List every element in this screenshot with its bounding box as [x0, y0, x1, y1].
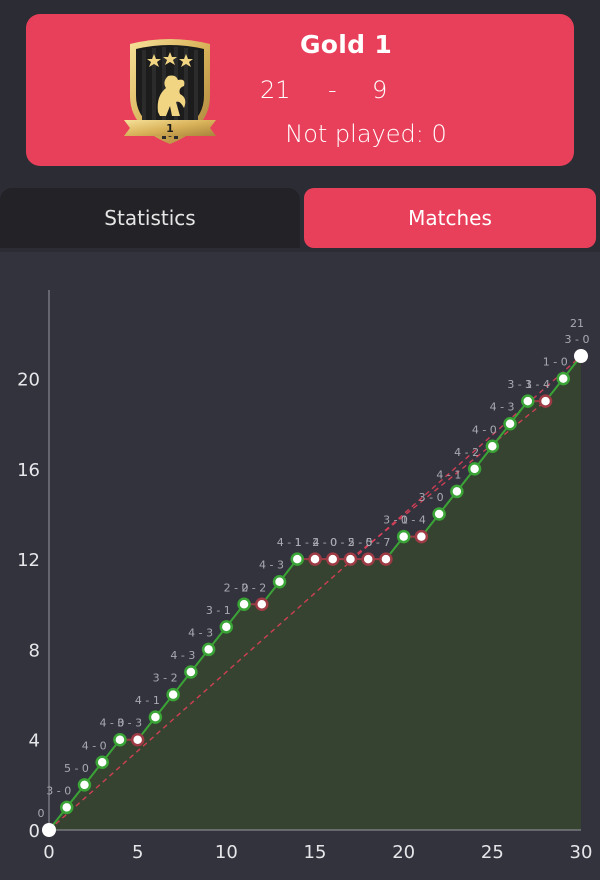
y-tick-label: 20: [17, 370, 40, 391]
data-point-win: [432, 507, 446, 521]
data-point-loss: [130, 732, 145, 747]
data-point-start: [42, 823, 56, 837]
tab-matches[interactable]: Matches: [304, 188, 596, 248]
data-point-win: [556, 371, 571, 386]
match-score-label: 4 - 0: [99, 717, 124, 730]
tab-statistics[interactable]: Statistics: [0, 188, 300, 248]
data-point-loss: [255, 597, 269, 612]
match-score-label: 3 - 0: [565, 333, 590, 346]
match-score-label: 4 - 3: [259, 559, 284, 572]
x-tick-label: 25: [481, 842, 504, 863]
match-score-label: 3 - 3: [117, 717, 142, 730]
match-score-label: 4 - 1: [436, 468, 461, 481]
data-point-win: [201, 642, 216, 657]
tab-bar: Statistics Matches: [0, 188, 600, 248]
match-score-label: 2 - 0: [312, 536, 337, 549]
badge-number: 1: [166, 122, 174, 135]
match-score-label: 2 - 2: [241, 581, 266, 594]
match-score-label: 4 - 3: [170, 649, 195, 662]
match-score-label: 3 - 0: [46, 784, 71, 797]
data-point-loss: [343, 552, 358, 566]
match-score-label: 4 - 1: [277, 536, 302, 549]
match-score-label: 4 - 0: [82, 739, 107, 752]
match-score-label: 1 - 0: [543, 356, 568, 369]
rank-title: Gold 1: [299, 30, 393, 59]
match-score-label: 0 - 5: [330, 536, 355, 549]
match-score-label: 3 - 4: [525, 378, 550, 391]
match-score-label: 3 - 0: [419, 491, 444, 504]
match-score-label: 0 - 4: [401, 514, 426, 527]
data-point-win: [521, 394, 535, 408]
match-score-label: 4 - 0: [472, 423, 497, 436]
data-point-win: [95, 755, 109, 770]
data-point-win: [219, 620, 234, 634]
match-score-label: 4 - 2: [454, 446, 479, 459]
x-tick-label: 20: [392, 842, 415, 863]
y-tick-label: 0: [29, 821, 40, 842]
area-fill: [49, 356, 581, 830]
reference-line-0: [48, 355, 582, 831]
x-tick-label: 0: [43, 842, 54, 863]
losses-count: 9: [372, 76, 388, 104]
x-tick-label: 30: [570, 842, 593, 863]
x-tick-label: 5: [132, 842, 143, 863]
progress-line-chart: 03 - 05 - 04 - 04 - 03 - 34 - 13 - 24 - …: [17, 290, 593, 863]
wins-count: 21: [260, 76, 291, 104]
data-point-win: [396, 529, 411, 544]
data-point-win: [503, 416, 517, 431]
match-score-label: 3 - 1: [206, 604, 231, 617]
data-point-win: [485, 439, 500, 454]
x-tick-label: 10: [215, 842, 238, 863]
data-point-loss: [361, 552, 375, 566]
match-score-label: 3 - 1: [383, 514, 408, 527]
data-point-win: [290, 552, 305, 566]
match-score-label: 2 - 5: [348, 536, 373, 549]
data-point-win: [450, 484, 464, 499]
match-score-label: 1 - 4: [295, 536, 320, 549]
data-point-win: [467, 462, 482, 476]
data-point-win: [237, 597, 251, 612]
match-score-label: 0 - 7: [365, 536, 390, 549]
not-played-count: Not played: 0: [285, 120, 447, 148]
match-score-label: 4 - 3: [490, 401, 515, 414]
data-point-win: [59, 800, 74, 815]
match-score-label: 0: [38, 807, 45, 820]
match-score-label: 4 - 1: [135, 694, 160, 707]
y-tick-label: 16: [17, 460, 40, 481]
gold-rank-badge-icon: 1: [124, 39, 216, 144]
data-point-loss: [379, 552, 393, 566]
data-point-win: [148, 710, 163, 724]
y-tick-label: 8: [29, 640, 40, 661]
y-tick-label: 12: [17, 550, 40, 571]
match-score-label: 21: [570, 317, 584, 330]
data-point-latest: [574, 349, 588, 363]
data-point-loss: [308, 552, 322, 566]
y-tick-label: 4: [29, 731, 40, 752]
data-point-loss: [325, 552, 340, 566]
data-point-loss: [538, 394, 553, 408]
match-score-label: 3 - 2: [153, 672, 178, 685]
data-point-win: [77, 778, 92, 792]
data-point-loss: [414, 529, 429, 544]
data-point-win: [272, 574, 287, 589]
match-score-label: 3 - 1: [507, 378, 532, 391]
rank-card: 1 Gold 1 21 - 9 Not played: 0: [26, 14, 574, 166]
record-separator: -: [328, 76, 337, 104]
data-point-win: [184, 665, 198, 679]
match-score-label: 4 - 3: [188, 626, 213, 639]
match-score-label: 5 - 0: [64, 762, 89, 775]
data-point-win: [166, 687, 180, 702]
data-point-win: [113, 732, 127, 747]
match-score-label: 2 - 0: [224, 581, 249, 594]
x-tick-label: 15: [304, 842, 327, 863]
